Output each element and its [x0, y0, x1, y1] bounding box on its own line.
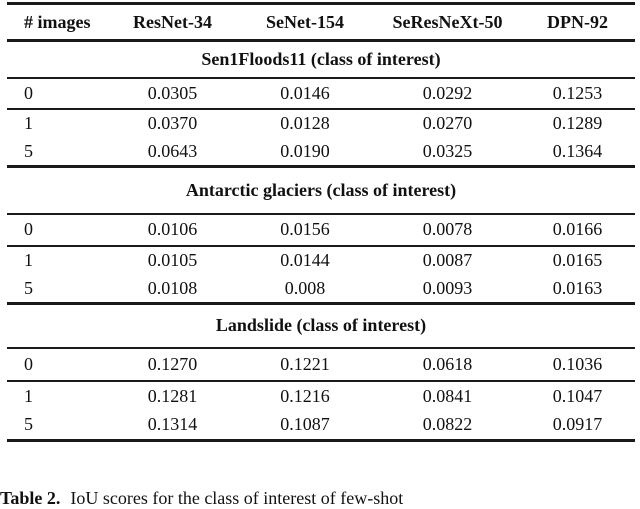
- value-cell: 0.008: [284, 277, 326, 298]
- table-header-row: # images ResNet-34 SeNet-154 SeResNeXt-5…: [7, 4, 635, 41]
- value-cell: 0.0190: [280, 140, 330, 161]
- table-caption-text: IoU scores for the class of interest of …: [70, 488, 404, 508]
- value-cell: 0.0305: [147, 82, 198, 103]
- value-cell: 0.1087: [280, 414, 330, 435]
- value-cell: 0.1253: [552, 82, 603, 103]
- section-title-row: Landslide (class of interest): [7, 304, 635, 348]
- value-cell: 0.0087: [422, 250, 473, 270]
- num-images-cell: 5: [24, 140, 33, 161]
- value-cell: 0.0146: [280, 82, 330, 103]
- table-row: 1 0.0105 0.0144 0.0087 0.0165: [7, 246, 635, 275]
- column-header-seresnext50: SeResNeXt-50: [392, 11, 503, 32]
- value-cell: 0.1364: [552, 140, 603, 161]
- value-cell: 0.0165: [552, 250, 603, 270]
- value-cell: 0.0106: [147, 219, 198, 239]
- section-title-sen1floods11: Sen1Floods11 (class of interest): [201, 48, 441, 69]
- num-images-cell: 0: [24, 219, 33, 239]
- value-cell: 0.1036: [552, 353, 603, 374]
- value-cell: 0.0270: [422, 113, 473, 133]
- section-title-row: Antarctic glaciers (class of interest): [7, 167, 635, 214]
- value-cell: 0.0370: [147, 113, 198, 133]
- value-cell: 0.0128: [280, 113, 330, 133]
- value-cell: 0.1289: [552, 113, 603, 133]
- value-cell: 0.1047: [552, 385, 603, 406]
- value-cell: 0.1216: [280, 385, 330, 406]
- column-header-num-images: # images: [24, 11, 91, 32]
- table-row: 1 0.1281 0.1216 0.0841 0.1047: [7, 381, 635, 411]
- table-caption-label: Table 2.: [0, 488, 61, 508]
- value-cell: 0.0156: [280, 219, 330, 239]
- value-cell: 0.0917: [552, 414, 603, 435]
- value-cell: 0.1314: [147, 414, 198, 435]
- value-cell: 0.0163: [552, 277, 603, 298]
- section-title-row: Sen1Floods11 (class of interest): [7, 41, 635, 78]
- results-table: # images ResNet-34 SeNet-154 SeResNeXt-5…: [7, 2, 635, 442]
- table-row: 5 0.0643 0.0190 0.0325 0.1364: [7, 138, 635, 167]
- num-images-cell: 1: [24, 113, 33, 133]
- section-title-landslide: Landslide (class of interest): [215, 315, 427, 336]
- num-images-cell: 5: [24, 277, 33, 298]
- column-header-senet154: SeNet-154: [266, 11, 344, 32]
- value-cell: 0.1221: [280, 353, 330, 374]
- table-row: 0 0.0106 0.0156 0.0078 0.0166: [7, 214, 635, 246]
- section-title-antarctic-glaciers: Antarctic glaciers (class of interest): [185, 179, 457, 200]
- value-cell: 0.0093: [422, 277, 473, 298]
- table-caption: Table 2. IoU scores for the class of inte…: [0, 487, 640, 509]
- table-row: 0 0.1270 0.1221 0.0618 0.1036: [7, 348, 635, 381]
- value-cell: 0.0144: [280, 250, 330, 270]
- value-cell: 0.0108: [147, 277, 198, 298]
- value-cell: 0.0166: [552, 219, 603, 239]
- table-row: 5 0.0108 0.008 0.0093 0.0163: [7, 275, 635, 304]
- value-cell: 0.0105: [147, 250, 198, 270]
- value-cell: 0.0841: [422, 385, 473, 406]
- table-row: 0 0.0305 0.0146 0.0292 0.1253: [7, 78, 635, 109]
- num-images-cell: 0: [24, 353, 33, 374]
- value-cell: 0.0643: [147, 140, 198, 161]
- num-images-cell: 0: [24, 82, 33, 103]
- table-row: 1 0.0370 0.0128 0.0270 0.1289: [7, 109, 635, 138]
- table-row: 5 0.1314 0.1087 0.0822 0.0917: [7, 411, 635, 441]
- column-header-dpn92: DPN-92: [547, 11, 608, 32]
- value-cell: 0.1281: [147, 385, 198, 406]
- num-images-cell: 1: [24, 250, 33, 270]
- num-images-cell: 1: [24, 385, 33, 406]
- value-cell: 0.0078: [422, 219, 473, 239]
- value-cell: 0.0618: [422, 353, 473, 374]
- value-cell: 0.0325: [422, 140, 473, 161]
- column-header-resnet34: ResNet-34: [133, 11, 212, 32]
- num-images-cell: 5: [24, 414, 33, 435]
- value-cell: 0.0822: [422, 414, 473, 435]
- value-cell: 0.0292: [422, 82, 473, 103]
- value-cell: 0.1270: [147, 353, 198, 374]
